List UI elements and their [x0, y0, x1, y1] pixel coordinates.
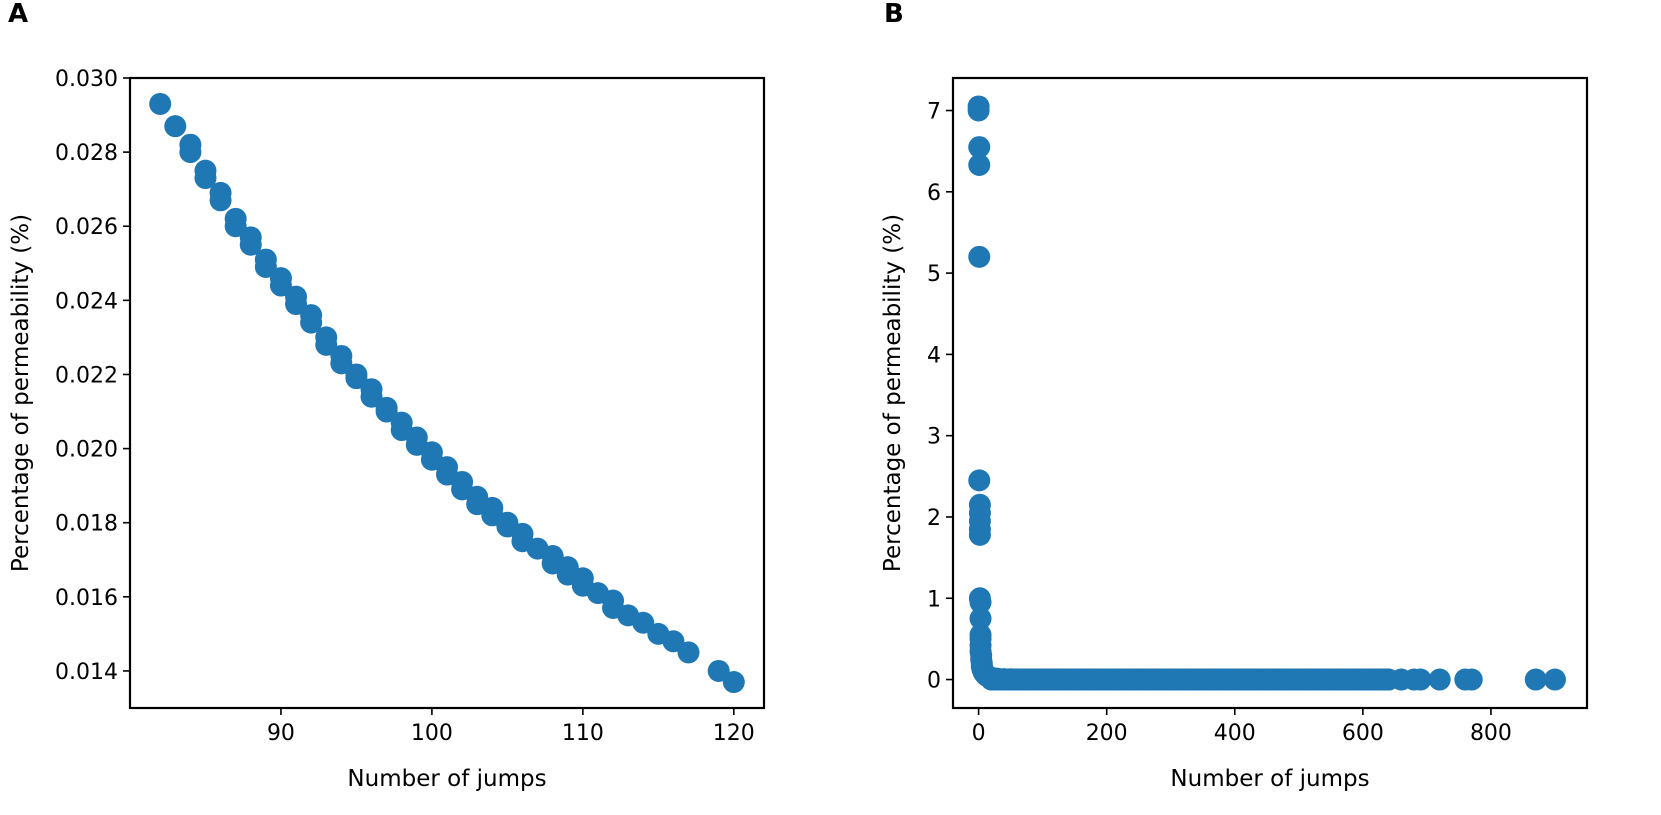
- panel-a-data-point: [254, 256, 277, 278]
- panel-b-data-point: [1428, 668, 1451, 691]
- panel-a-frame: [128, 76, 766, 710]
- panel-b-y-tick-label: 0: [927, 669, 941, 694]
- panel-a-label: A: [8, 0, 28, 29]
- panel-b-x-ticks: 0 200 400 600 800: [972, 708, 1512, 746]
- panel-a-data-point: [345, 367, 368, 390]
- panel-a-data-point: [239, 233, 262, 256]
- panel-a-x-tick-label: 120: [713, 721, 755, 746]
- panel-a-data-point: [315, 333, 338, 356]
- panel-b-data-point: [1121, 668, 1144, 691]
- panel-b-data-point: [1543, 668, 1566, 691]
- panel-a-y-tick-label: 0.014: [55, 660, 118, 685]
- panel-b-data-point: [1140, 668, 1163, 691]
- panel-a-data-point: [375, 400, 398, 423]
- panel-b-data-point: [969, 591, 992, 614]
- panel-a-y-axis-label: Percentage of permeability (%): [8, 214, 34, 572]
- panel-b: B 0 200 400 600 800 0 1 2 3 4 5 6 7 Number of jumps…: [880, 0, 1589, 792]
- panel-b-data-point: [1409, 668, 1432, 691]
- panel-a-y-tick-label: 0.024: [55, 289, 118, 314]
- panel-b-frame: [951, 76, 1589, 710]
- panel-b-y-tick-label: 2: [927, 506, 941, 531]
- panel-a-data-point: [209, 189, 232, 212]
- panel-b-data-point: [1082, 668, 1105, 691]
- panel-a-data-point: [285, 293, 308, 316]
- panel-a-y-tick-label: 0.026: [55, 215, 118, 240]
- panel-b-data-point: [969, 607, 992, 630]
- panel-a-y-tick-label: 0.030: [55, 67, 118, 92]
- panel-b-data-point: [968, 523, 991, 546]
- panel-a-x-axis-label: Number of jumps: [347, 766, 546, 792]
- panel-b-y-tick-label: 5: [927, 262, 941, 287]
- panel-a-y-tick-label: 0.018: [55, 512, 118, 537]
- panel-b-y-tick-label: 7: [927, 100, 941, 125]
- panel-b-data-point: [1198, 668, 1221, 691]
- panel-b-data-point: [1159, 668, 1182, 691]
- panel-b-y-tick-label: 4: [927, 343, 941, 368]
- panel-b-y-axis-label: Percentage of permeability (%): [880, 214, 906, 572]
- panel-b-x-tick-label: 600: [1342, 721, 1384, 746]
- panel-a-data-point: [300, 311, 323, 334]
- panel-a-data-point: [330, 352, 353, 375]
- panel-b-data-point: [1044, 668, 1067, 691]
- panel-a-y-tick-label: 0.020: [55, 438, 118, 463]
- panel-b-data-point: [968, 136, 991, 159]
- panel-b-y-tick-label: 1: [927, 587, 941, 612]
- panel-b-points: [967, 95, 1566, 691]
- panel-b-x-tick-label: 200: [1086, 721, 1128, 746]
- panel-a-data-point: [360, 385, 383, 408]
- panel-b-x-tick-label: 0: [972, 721, 986, 746]
- panel-b-data-point: [1217, 668, 1240, 691]
- panel-a-data-point: [164, 115, 187, 138]
- panel-b-data-point: [1178, 668, 1201, 691]
- panel-b-data-point: [968, 469, 991, 492]
- panel-a-data-point: [722, 671, 745, 694]
- panel-b-x-axis-label: Number of jumps: [1170, 766, 1369, 792]
- panel-b-data-point: [1255, 668, 1278, 691]
- panel-a-x-ticks: 90 100 110 120: [267, 708, 755, 746]
- panel-a: A 90 100 110 120 0.0140.0160.0180.0200.0220…: [8, 0, 766, 792]
- panel-a-data-point: [677, 641, 700, 664]
- panel-b-data-point: [968, 153, 991, 176]
- panel-b-x-tick-label: 400: [1214, 721, 1256, 746]
- panel-b-data-point: [1063, 668, 1086, 691]
- panel-a-x-tick-label: 110: [562, 721, 604, 746]
- panel-b-data-point: [1102, 668, 1125, 691]
- panel-a-data-point: [194, 167, 217, 190]
- panel-b-data-point: [967, 99, 990, 122]
- panel-a-y-tick-label: 0.016: [55, 586, 118, 611]
- panel-a-y-tick-label: 0.022: [55, 363, 118, 388]
- panel-b-y-tick-label: 6: [927, 181, 941, 206]
- panel-b-y-tick-label: 3: [927, 425, 941, 450]
- panel-a-y-tick-label: 0.028: [55, 141, 118, 166]
- panel-a-x-tick-label: 100: [411, 721, 453, 746]
- panel-a-data-point: [179, 141, 202, 164]
- panel-b-data-point: [1275, 668, 1298, 691]
- panel-b-data-point: [1313, 668, 1336, 691]
- panel-a-data-point: [149, 92, 172, 115]
- panel-b-x-tick-label: 800: [1470, 721, 1512, 746]
- panel-a-data-point: [662, 630, 685, 653]
- panel-b-data-point: [1236, 668, 1259, 691]
- panel-b-label: B: [884, 0, 904, 29]
- panel-a-data-point: [269, 274, 292, 297]
- panel-a-data-point: [707, 659, 730, 682]
- panel-a-points: [149, 92, 745, 694]
- panel-a-y-ticks: 0.014 0.016 0.018 0.020 0.022 0.024 0.026 0.028…: [55, 67, 130, 685]
- panel-b-data-point: [1294, 668, 1317, 691]
- panel-a-data-point: [632, 611, 655, 634]
- panel-b-data-point: [968, 245, 991, 268]
- panel-b-data-point: [1524, 668, 1547, 691]
- panel-b-y-ticks: 0 1 2 3 4 5 6 7: [927, 100, 953, 694]
- panel-a-x-tick-label: 90: [267, 721, 295, 746]
- panel-a-data-point: [224, 215, 247, 238]
- panel-b-data-point: [1332, 668, 1355, 691]
- panel-b-data-point: [1460, 668, 1483, 691]
